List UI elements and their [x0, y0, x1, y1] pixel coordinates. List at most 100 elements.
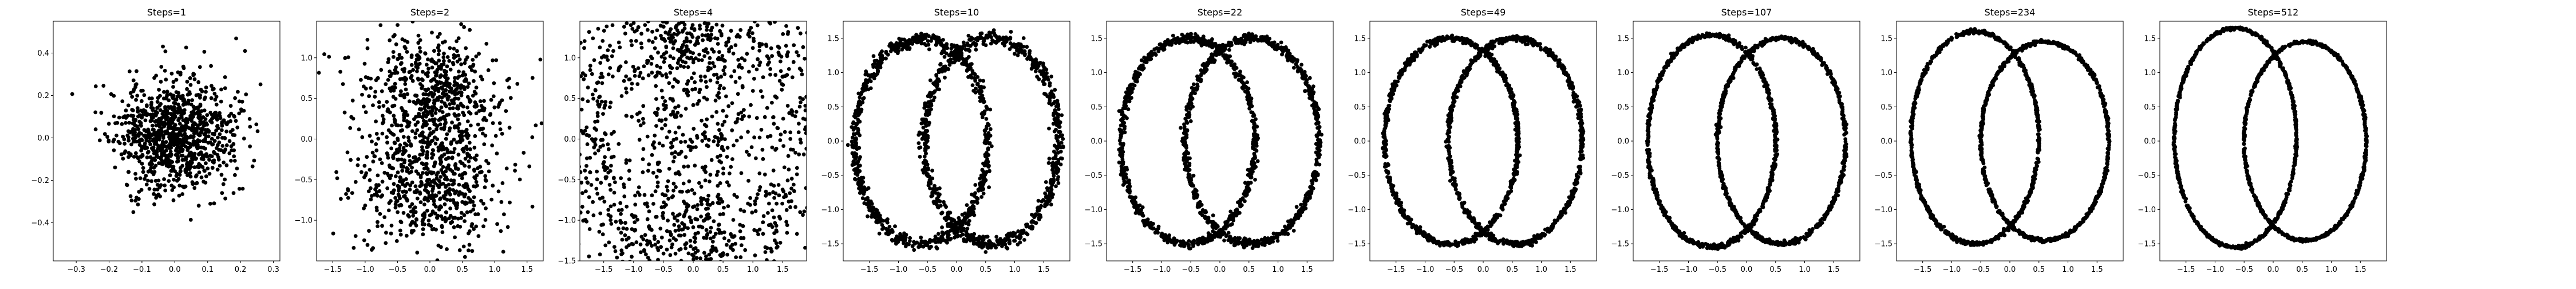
y-tick-label: 0.0 [301, 135, 313, 144]
data-point [175, 90, 179, 94]
data-point [465, 55, 469, 59]
data-point [697, 36, 701, 40]
data-point [127, 103, 131, 107]
data-point [831, 150, 835, 154]
data-point [568, 212, 572, 216]
data-point [610, 132, 614, 136]
data-point [778, 276, 782, 280]
data-point [414, 115, 418, 119]
data-point [653, 46, 657, 50]
data-point [145, 182, 149, 186]
data-point [917, 141, 921, 145]
data-point [658, 66, 662, 70]
data-point [799, 100, 803, 104]
data-point [367, 189, 371, 193]
data-point [127, 121, 131, 125]
data-point [235, 126, 239, 130]
data-point [666, 179, 670, 183]
data-point [167, 119, 171, 123]
data-point [468, 243, 472, 247]
data-point [692, 254, 696, 258]
data-point [874, 73, 878, 77]
data-point [164, 132, 168, 136]
data-point [674, 238, 678, 242]
data-point [94, 127, 98, 131]
data-point [983, 36, 987, 40]
data-point [625, 238, 629, 242]
data-point [229, 104, 233, 108]
data-point [666, 32, 670, 36]
data-point [387, 209, 391, 213]
data-point [959, 234, 963, 238]
data-point [633, 202, 637, 206]
data-point [660, 127, 664, 131]
data-point [422, 202, 426, 206]
data-point [948, 223, 952, 227]
data-point [706, 202, 710, 206]
data-point [872, 54, 876, 58]
data-point [927, 43, 931, 47]
data-point [785, 208, 789, 212]
data-point [219, 88, 223, 92]
data-point [202, 139, 206, 143]
data-point [416, 197, 420, 201]
data-point [719, 197, 723, 201]
data-point [487, 68, 491, 72]
data-point [654, 84, 658, 88]
data-point [202, 179, 206, 183]
data-point [866, 214, 870, 218]
data-point [181, 112, 185, 116]
data-point [163, 189, 167, 193]
data-point [426, 136, 430, 140]
data-point [779, 69, 783, 73]
data-point [151, 116, 155, 120]
data-point [1044, 180, 1048, 184]
data-point [821, 147, 825, 151]
data-point [432, 195, 436, 199]
data-point [138, 143, 142, 147]
data-point [132, 140, 136, 144]
data-point [232, 191, 236, 195]
data-point [579, 41, 583, 45]
data-point [796, 54, 800, 58]
data-point [708, 61, 712, 65]
data-point [176, 127, 180, 131]
data-point [586, 85, 590, 89]
data-point [436, 96, 440, 100]
data-point [155, 149, 159, 153]
data-point [498, 121, 502, 125]
data-point [218, 132, 222, 136]
data-point [588, 170, 592, 174]
data-point [593, 151, 597, 155]
data-point [421, 130, 425, 134]
data-point [1043, 202, 1047, 206]
data-point [655, 64, 659, 68]
data-point [705, 85, 709, 89]
data-point [705, 143, 709, 147]
data-point [251, 165, 255, 169]
data-point [402, 194, 406, 198]
data-point [442, 147, 446, 151]
data-point [716, 122, 720, 126]
data-point [721, 24, 725, 28]
data-point [949, 211, 953, 215]
data-point [466, 85, 470, 89]
data-point [402, 69, 406, 73]
data-point [646, 217, 650, 221]
data-point [700, 281, 704, 285]
data-point [976, 82, 980, 86]
data-point [737, 270, 741, 274]
data-point [714, 110, 718, 114]
data-point [657, 5, 661, 9]
data-point [442, 153, 447, 157]
data-point [618, 201, 622, 205]
data-point [661, 144, 665, 148]
data-point [653, 243, 657, 247]
data-point [569, 167, 573, 171]
data-point [808, 63, 812, 67]
data-point [641, 276, 645, 280]
data-point [368, 134, 372, 138]
data-point [764, 250, 768, 254]
data-point [682, 214, 686, 218]
data-point [151, 128, 155, 132]
